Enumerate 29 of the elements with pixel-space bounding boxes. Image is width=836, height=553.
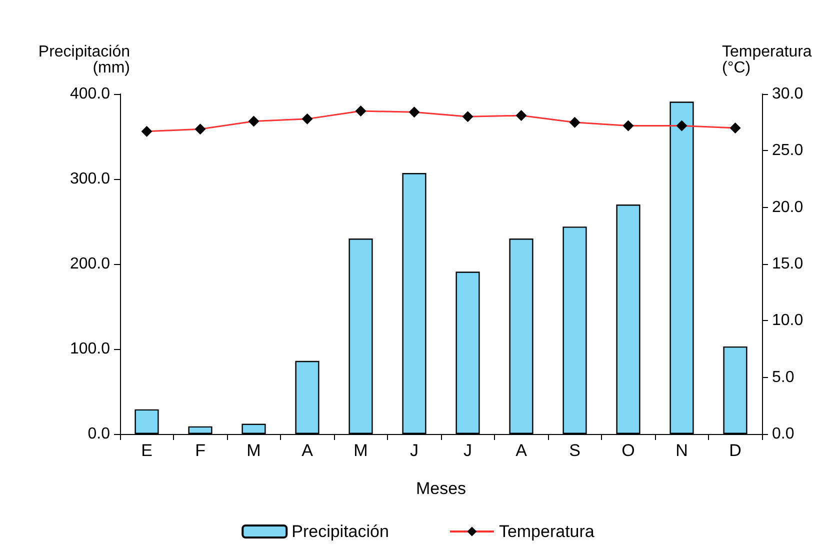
y2-tick-label: 10.0 [772,312,804,330]
y2-tick-label: 0.0 [772,426,794,442]
x-tick-label: O [622,441,635,460]
y2-axis-title: Temperatura (°C) [722,44,812,76]
y2-tick-label: 5.0 [772,368,794,386]
y2-tick-label: 20.0 [772,198,804,216]
y2-tick-label: 25.0 [772,142,804,160]
legend-label: Precipitación [292,522,389,541]
x-tick-label: M [354,441,368,460]
x-tick-label: A [516,441,528,460]
y-tick-label: 400.0 [70,86,110,102]
x-tick-label: F [195,441,206,460]
y-tick-label: 100.0 [70,340,110,358]
x-tick-label: J [410,441,418,460]
x-tick-label: S [569,441,580,460]
y2-tick-label: 30.0 [772,86,804,102]
x-tick-label: N [676,441,688,460]
y-axis-title: Precipitación (mm) [38,44,130,76]
x-tick-label: D [729,441,742,460]
x-tick-label: J [464,441,472,460]
y-tick-label: 200.0 [70,256,110,272]
y-tick-label: 0.0 [88,426,110,442]
y2-tick-label: 15.0 [772,256,804,272]
x-axis-title: Meses [416,479,466,498]
x-tick-label: E [141,441,152,460]
x-tick-label: A [302,441,314,460]
legend-label: Temperatura [498,522,595,541]
y-tick-label: 300.0 [70,170,110,188]
x-tick-label: M [246,441,261,460]
